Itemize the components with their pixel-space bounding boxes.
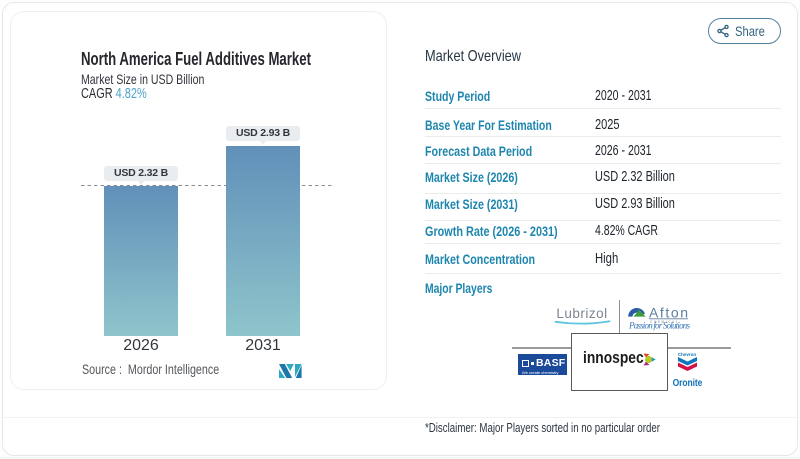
svg-text:CHEMICAL: CHEMICAL	[650, 320, 679, 324]
svg-text:Afton: Afton	[649, 305, 688, 321]
svg-text:Passion for Solutions: Passion for Solutions	[628, 321, 690, 331]
